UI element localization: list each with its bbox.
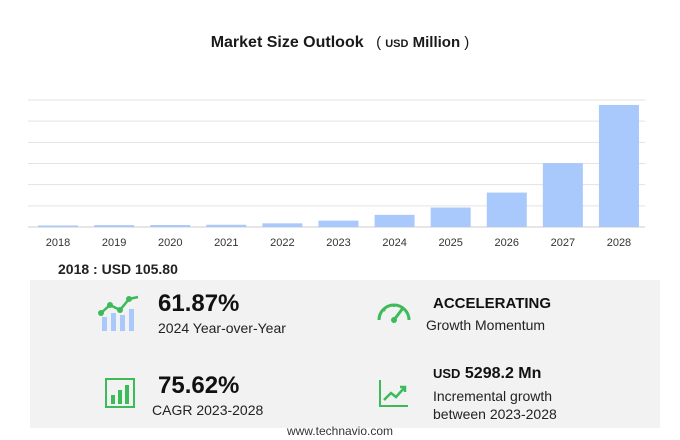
bar-2026: [486, 192, 527, 227]
x-tick-label: 2019: [102, 237, 126, 249]
chart-title: Market Size Outlook ( USD Million ): [0, 34, 680, 52]
incremental-label-1: Incremental growth: [433, 388, 553, 404]
bar-2019: [94, 225, 135, 227]
chart-unit: ( USD Million ): [376, 34, 470, 51]
chart-unit-prefix: USD: [385, 38, 409, 50]
cagr-value: 75.62%: [158, 372, 240, 399]
bar-2023: [318, 220, 359, 227]
incremental-label-2: between 2023-2028: [433, 406, 557, 422]
bar-2024: [374, 214, 415, 227]
x-tick-label: 2027: [551, 237, 575, 249]
momentum-value: ACCELERATING: [433, 295, 552, 312]
bar-2020: [150, 225, 191, 227]
x-tick-label: 2021: [214, 237, 238, 249]
incremental-value: USD 5298.2 Mn: [433, 365, 541, 383]
bar-chart: 2018 2019 2020 2021 2022 2023 2024 2025 2026 2027…: [28, 99, 645, 249]
bar-2021: [206, 224, 247, 227]
chart-unit-word: Million: [412, 34, 461, 51]
incremental-amount: 5298.2 Mn: [464, 365, 542, 382]
yoy-value: 61.87%: [158, 290, 240, 317]
incremental-prefix: USD: [433, 366, 461, 381]
trend-up-icon: [379, 380, 408, 407]
growth-chart-icon: [98, 295, 139, 331]
x-tick-label: 2022: [270, 237, 294, 249]
x-tick-label: 2026: [495, 237, 519, 249]
speedometer-icon: [377, 303, 411, 323]
bar-2022: [262, 223, 303, 227]
x-tick-label: 2020: [158, 237, 182, 249]
bar-2018: [38, 225, 79, 227]
x-tick-label: 2018: [46, 237, 70, 249]
yoy-label: 2024 Year-over-Year: [158, 320, 286, 336]
bar-2028: [598, 104, 639, 227]
bar-2025: [430, 207, 471, 227]
bar-growth-icon: [105, 378, 135, 408]
base-year-value: 2018 : USD 105.80: [58, 261, 178, 277]
footer-url: www.technavio.com: [286, 424, 394, 438]
chart-title-text: Market Size Outlook: [210, 34, 364, 51]
bar-2027: [542, 163, 583, 227]
x-tick-label: 2023: [326, 237, 350, 249]
x-tick-label: 2024: [382, 237, 406, 249]
momentum-label: Growth Momentum: [426, 317, 546, 333]
x-tick-label: 2028: [607, 237, 631, 249]
x-tick-label: 2025: [438, 237, 462, 249]
cagr-label: CAGR 2023-2028: [152, 402, 264, 418]
